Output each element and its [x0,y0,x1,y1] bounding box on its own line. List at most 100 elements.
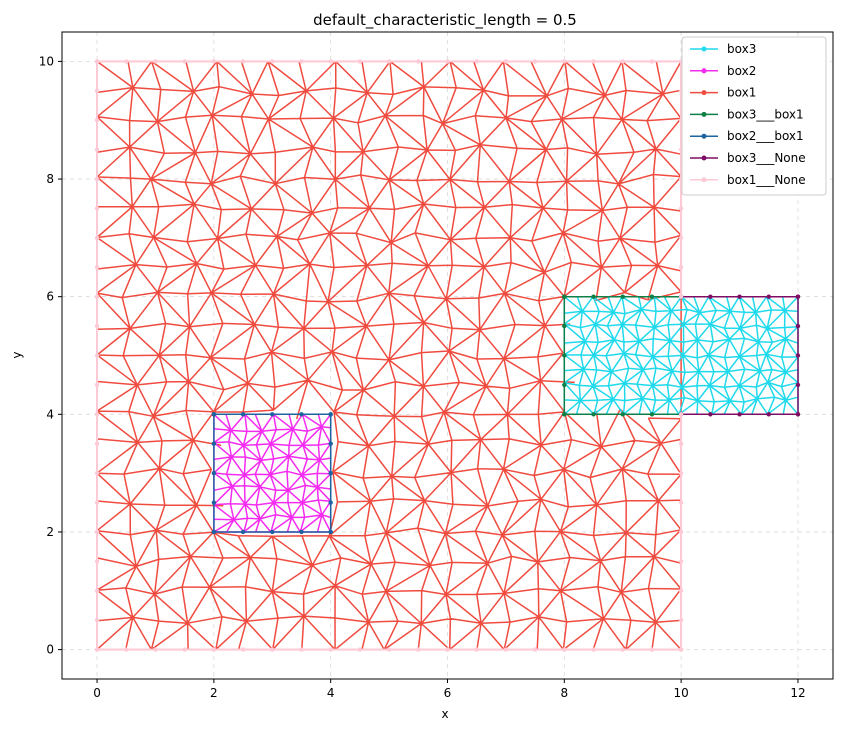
node-box3___None [737,412,742,417]
node-box1___None [94,88,100,94]
x-tick-label-3: 6 [444,686,452,700]
legend-marker-box3 [701,46,707,52]
node-box1___None [211,647,217,652]
node-box1___None [386,59,392,64]
node-box1___None [678,617,684,623]
node-box3___box1 [649,412,655,417]
node-box1___None [240,647,246,652]
node-box1___None [124,647,129,652]
node-box1___None [678,412,684,417]
legend-marker-box2 [701,68,707,74]
node-box1___None [445,59,450,64]
node-box1___None [94,235,100,241]
node-box1___None [94,382,100,388]
node-box2___box1 [299,412,304,417]
node-box1___None [416,59,421,64]
node-box3___None [795,382,801,388]
node-box1___None [416,647,421,652]
node-box1___None [94,559,100,564]
node-box1___None [299,59,304,64]
node-box2___box1 [328,500,333,505]
y-tick-label-3: 6 [46,290,54,304]
node-box3___box1 [591,294,596,299]
node-box2___box1 [270,529,275,535]
legend-marker-box1___None [701,177,707,183]
node-box3___box1 [562,294,567,299]
legend-box [681,36,827,196]
node-box1___None [94,118,100,123]
node-box1___None [94,647,100,652]
y-tick-label-5: 10 [39,54,54,68]
node-box1___None [678,294,684,299]
x-tick-label-6: 12 [790,686,805,700]
node-box1___None [678,500,684,505]
node-box1___None [591,59,596,64]
node-box1___None [328,59,333,64]
node-box1___None [649,59,655,64]
legend-label-box3: box3 [727,42,756,56]
node-box1___None [299,647,304,652]
node-box3___None [766,412,771,417]
node-box1___None [503,59,509,64]
node-box1___None [620,59,625,64]
x-axis-label: x [441,707,448,721]
legend-label-box2: box2 [727,64,756,78]
node-box1___None [94,147,100,152]
node-box2___box1 [299,529,304,535]
y-tick-label-1: 2 [46,525,54,539]
node-box1___None [620,647,625,652]
node-box1___None [153,59,158,64]
node-box1___None [153,647,158,652]
node-box1___None [503,647,509,652]
node-box1___None [94,265,100,270]
node-box2___box1 [328,470,333,476]
node-box3___box1 [562,353,567,358]
x-tick-label-0: 0 [93,686,101,700]
legend-marker-box2___box1 [701,133,707,139]
node-box1___None [270,647,275,652]
node-box1___None [678,529,684,535]
node-box2___box1 [211,412,217,417]
node-box1___None [532,647,538,652]
node-box2___box1 [270,412,275,417]
y-tick-label-4: 8 [46,172,54,186]
node-box1___None [94,617,100,623]
y-axis-label: y [10,351,24,358]
x-tick-label-1: 2 [210,686,218,700]
legend-label-box1: box1 [727,86,756,100]
node-box1___None [211,59,217,64]
node-box3___None [708,294,713,299]
node-box1___None [386,647,392,652]
node-box2___box1 [211,500,217,505]
node-box1___None [678,470,684,476]
node-box2___box1 [328,412,333,417]
legend-label-box3___box1: box3___box1 [727,107,804,121]
node-box2___box1 [240,412,246,417]
node-box1___None [357,59,363,64]
node-box3___box1 [562,382,567,388]
node-box3___box1 [620,294,625,299]
node-box1___None [94,412,100,417]
node-box2___box1 [328,441,333,446]
node-box1___None [678,265,684,270]
node-box1___None [678,647,684,652]
node-box1___None [94,470,100,476]
legend-marker-box3___None [701,155,707,161]
node-box1___None [94,529,100,535]
node-box1___None [94,441,100,446]
node-box1___None [94,294,100,299]
node-box1___None [328,647,333,652]
node-box1___None [562,59,567,64]
node-box2___box1 [211,470,217,476]
node-box3___None [766,294,771,299]
node-box1___None [678,559,684,564]
node-box1___None [94,588,100,593]
node-box1___None [124,59,129,64]
node-box3___None [737,294,742,299]
x-tick-label-2: 4 [327,686,335,700]
node-box1___None [474,647,479,652]
node-box1___None [678,235,684,241]
node-box3___None [708,412,713,417]
node-box3___None [795,353,801,358]
node-box1___None [532,59,538,64]
